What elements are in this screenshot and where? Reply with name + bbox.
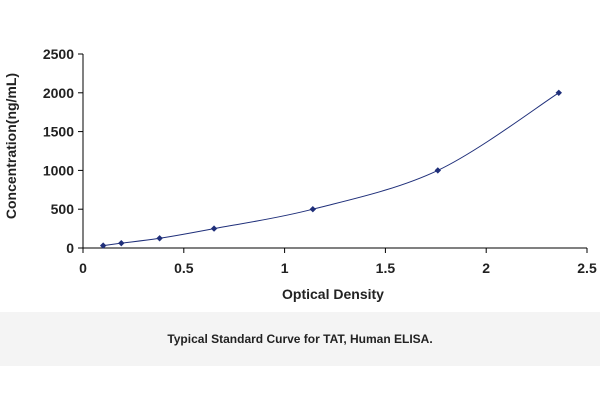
y-tick-label: 1500	[43, 124, 74, 140]
y-tick-label: 500	[51, 201, 75, 217]
y-tick-label: 0	[66, 240, 74, 256]
data-point	[434, 167, 442, 174]
x-tick-label: 1	[281, 260, 289, 276]
data-points	[99, 89, 562, 249]
y-ticks: 0 500 1000 1500 2000 2500	[43, 46, 83, 256]
x-tick-label: 0	[79, 260, 87, 276]
y-tick-label: 2000	[43, 85, 74, 101]
y-tick-label: 1000	[43, 162, 74, 178]
x-ticks: 0 0.5 1 1.5 2 2.5	[79, 248, 597, 276]
data-point	[555, 89, 562, 96]
x-tick-label: 1.5	[376, 260, 396, 276]
chart-caption: Typical Standard Curve for TAT, Human EL…	[167, 332, 433, 346]
x-tick-label: 2	[482, 260, 490, 276]
x-tick-label: 2.5	[577, 260, 597, 276]
axes	[82, 54, 587, 249]
fit-curve	[103, 92, 560, 247]
data-point	[210, 225, 218, 232]
data-point	[309, 206, 317, 213]
data-point	[118, 239, 125, 247]
data-point	[156, 235, 163, 242]
y-axis-title: Concentration(ng/mL)	[3, 73, 19, 219]
caption-band	[0, 312, 600, 366]
x-tick-label: 0.5	[174, 260, 194, 276]
y-tick-label: 2500	[43, 46, 74, 62]
x-axis-title: Optical Density	[282, 286, 384, 302]
data-point	[99, 242, 107, 249]
